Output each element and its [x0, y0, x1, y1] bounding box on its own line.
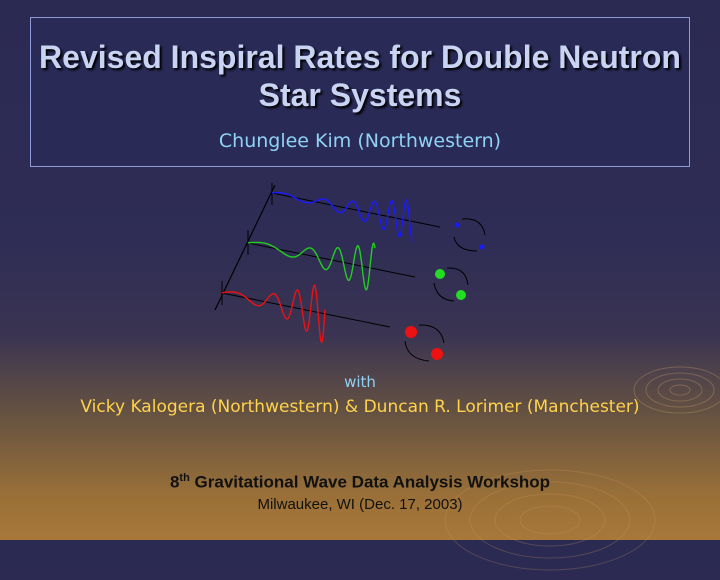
presenter-name: Chunglee Kim (Northwestern): [218, 130, 502, 152]
workshop-title: Gravitational Wave Data Analysis Worksho…: [189, 472, 551, 492]
binary-pair-green: [433, 267, 469, 302]
star-dot: [405, 326, 417, 338]
title-box: Revised Inspiral Rates for Double Neutro…: [30, 17, 690, 167]
star-dot: [479, 244, 485, 250]
star-dot: [431, 348, 443, 360]
waveform-green: [247, 241, 376, 291]
orbit-arc: [433, 282, 455, 302]
orbit-arc: [446, 267, 469, 286]
binary-pair-red: [404, 324, 445, 362]
time-axis-line: [214, 184, 276, 311]
star-dot: [456, 290, 466, 300]
star-dot: [435, 269, 445, 279]
slide-title: Revised Inspiral Rates for Double Neutro…: [39, 39, 681, 113]
with-label: with: [344, 373, 376, 391]
workshop-name: 8th Gravitational Wave Data Analysis Wor…: [0, 472, 720, 493]
orbit-arc: [461, 218, 486, 236]
inspiral-waveform-diagram: [214, 183, 486, 362]
orbit-arc: [418, 324, 445, 344]
baseline-blue: [271, 192, 441, 228]
workshop-ordinal-number: 8: [169, 472, 180, 492]
coauthor-names: Vicky Kalogera (Northwestern) & Duncan R…: [80, 397, 640, 417]
waveform-blue: [271, 191, 413, 242]
ripple-decoration: [633, 366, 720, 414]
workshop-ordinal-suffix: th: [179, 472, 190, 484]
orbit-arc: [404, 340, 430, 362]
binary-pair-blue: [453, 218, 486, 252]
orbit-arc: [453, 236, 478, 252]
star-dot: [454, 222, 460, 228]
venue-and-date: Milwaukee, WI (Dec. 17, 2003): [257, 496, 463, 513]
waveform-red: [221, 284, 326, 344]
baseline-red: [221, 292, 391, 328]
